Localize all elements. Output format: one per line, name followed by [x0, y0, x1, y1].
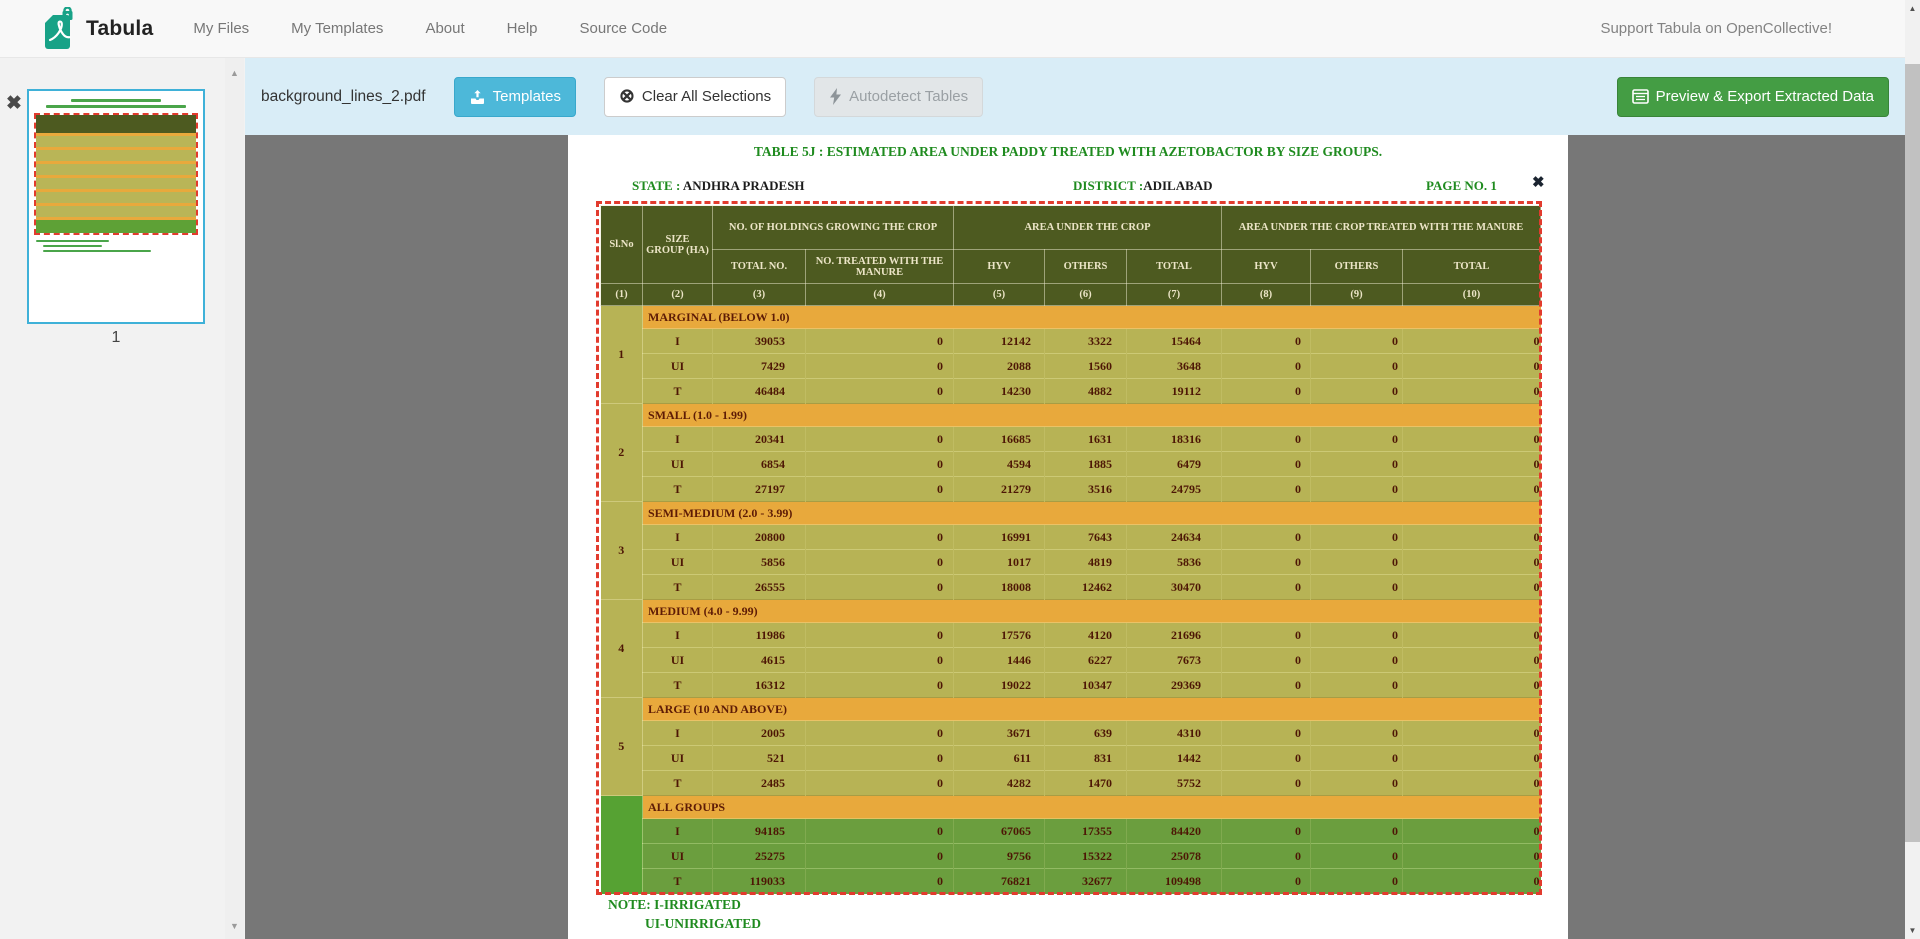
- thumbnail-total-rows: [36, 220, 196, 233]
- sidebar: ✖ 1 ▲ ▼: [0, 58, 245, 939]
- note-line-2: UI-UNIRRIGATED: [645, 914, 761, 933]
- page-no-field: PAGE NO. 1: [1426, 178, 1497, 194]
- thumbnail-note-line: [43, 245, 102, 247]
- thumbnail-table-header: [36, 115, 196, 133]
- thumbnail-subtitle-line: [46, 105, 185, 108]
- page-number-label: 1: [27, 329, 205, 347]
- export-button-label: Preview & Export Extracted Data: [1656, 88, 1874, 105]
- brand-title[interactable]: Tabula: [86, 17, 153, 41]
- nav-my-files[interactable]: My Files: [193, 20, 249, 37]
- templates-button-label: Templates: [493, 88, 561, 105]
- window-scrollbar[interactable]: ▲ ▼: [1905, 0, 1920, 939]
- nav-about[interactable]: About: [425, 20, 464, 37]
- thumbnail-note-line: [36, 240, 109, 242]
- autodetect-button-label: Autodetect Tables: [849, 88, 968, 105]
- page-thumbnail[interactable]: [27, 89, 205, 324]
- scrollbar-down-icon[interactable]: ▼: [1905, 922, 1920, 939]
- templates-icon: [469, 89, 486, 105]
- nav-help[interactable]: Help: [507, 20, 538, 37]
- clear-all-selections-button[interactable]: ⊗ Clear All Selections: [604, 77, 786, 117]
- sidebar-scrollbar[interactable]: ▲ ▼: [225, 58, 244, 939]
- pdf-note: NOTE: I-IRRIGATED UI-UNIRRIGATED: [608, 895, 761, 933]
- clear-button-label: Clear All Selections: [642, 88, 771, 105]
- remove-page-icon[interactable]: ✖: [6, 94, 22, 113]
- district-field: DISTRICT :ADILABAD: [1073, 178, 1213, 194]
- lightning-icon: [829, 88, 842, 105]
- preview-export-button[interactable]: Preview & Export Extracted Data: [1617, 77, 1889, 117]
- brand[interactable]: Tabula: [43, 7, 153, 51]
- templates-button[interactable]: Templates: [454, 77, 576, 117]
- thumbnail-note-line: [43, 250, 151, 252]
- scroll-up-icon[interactable]: ▲: [225, 68, 244, 78]
- scroll-down-icon[interactable]: ▼: [225, 921, 244, 931]
- navbar: Tabula My Files My Templates About Help …: [0, 0, 1920, 58]
- nav-source-code[interactable]: Source Code: [580, 20, 668, 37]
- pdf-meta-row: STATE : ANDHRA PRADESH DISTRICT :ADILABA…: [568, 178, 1568, 196]
- filename: background_lines_2.pdf: [261, 88, 426, 106]
- autodetect-tables-button[interactable]: Autodetect Tables: [814, 77, 983, 117]
- thumbnail-table-rows: [36, 133, 196, 217]
- scrollbar-thumb[interactable]: [1905, 64, 1920, 842]
- main-nav: My Files My Templates About Help Source …: [193, 20, 709, 37]
- thumbnail-table: [34, 113, 198, 235]
- pdf-table-title: TABLE 5J : ESTIMATED AREA UNDER PADDY TR…: [568, 144, 1568, 160]
- note-line-1: NOTE: I-IRRIGATED: [608, 895, 761, 914]
- pdf-canvas[interactable]: TABLE 5J : ESTIMATED AREA UNDER PADDY TR…: [245, 135, 1905, 939]
- state-field: STATE : ANDHRA PRADESH: [632, 178, 805, 194]
- table-selection-box[interactable]: [596, 201, 1542, 895]
- scrollbar-up-icon[interactable]: ▲: [1905, 0, 1920, 17]
- support-link[interactable]: Support Tabula on OpenCollective!: [1600, 20, 1832, 37]
- clear-selections-icon: ⊗: [619, 87, 635, 106]
- table-list-icon: [1632, 89, 1649, 104]
- selection-close-icon[interactable]: ✖: [1532, 176, 1545, 191]
- toolbar: background_lines_2.pdf Templates ⊗ Clear…: [245, 58, 1905, 135]
- tabula-app: Tabula My Files My Templates About Help …: [0, 0, 1920, 939]
- nav-my-templates[interactable]: My Templates: [291, 20, 383, 37]
- thumbnail-title-line: [71, 99, 161, 102]
- pdf-page[interactable]: TABLE 5J : ESTIMATED AREA UNDER PADDY TR…: [568, 135, 1568, 939]
- tabula-logo-icon: [43, 7, 77, 51]
